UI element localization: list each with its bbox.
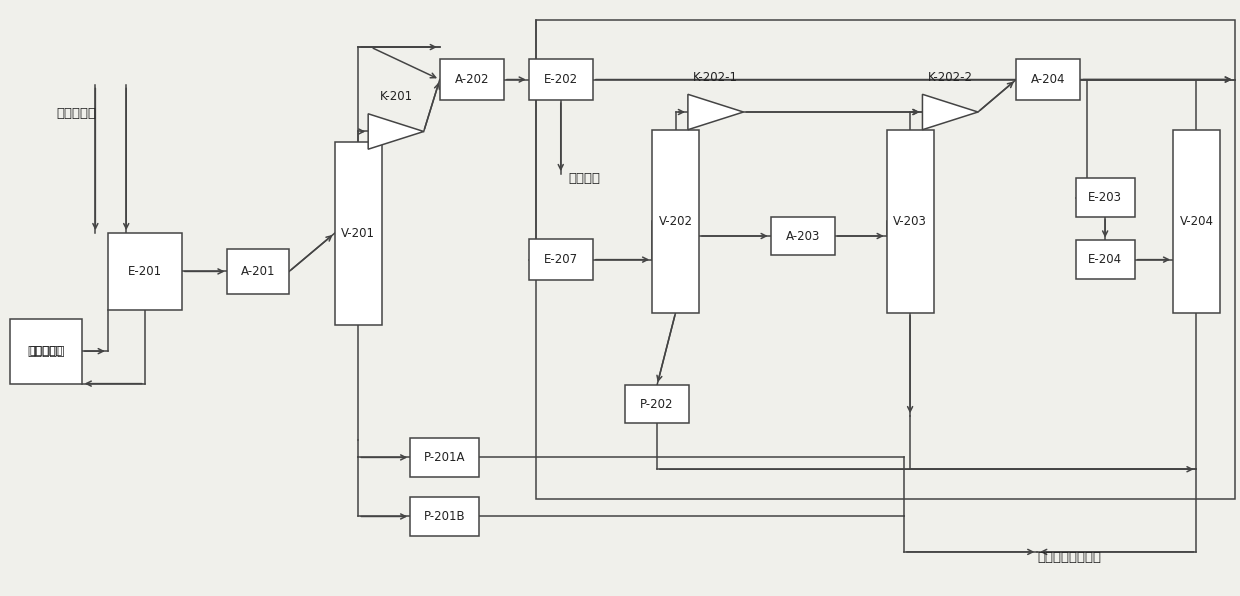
Text: A-201: A-201 <box>241 265 275 278</box>
Text: V-201: V-201 <box>341 226 376 240</box>
Text: E-207: E-207 <box>543 253 578 266</box>
Text: 重整反应器: 重整反应器 <box>30 346 62 356</box>
Bar <box>410 438 480 477</box>
Polygon shape <box>923 94 978 130</box>
Text: E-204: E-204 <box>1087 253 1122 266</box>
Bar <box>440 59 503 100</box>
Bar <box>410 497 480 536</box>
Bar <box>227 249 289 294</box>
Polygon shape <box>688 94 744 130</box>
Text: V-202: V-202 <box>658 215 693 228</box>
Text: 重整油去分馏系统: 重整油去分馏系统 <box>1037 551 1101 564</box>
Bar <box>625 385 689 424</box>
Polygon shape <box>368 114 424 149</box>
Bar <box>1017 59 1080 100</box>
Bar <box>528 239 593 280</box>
Text: 重整产氢: 重整产氢 <box>568 172 600 185</box>
Text: V-204: V-204 <box>1179 215 1214 228</box>
Text: E-203: E-203 <box>1089 191 1122 204</box>
Bar <box>1075 240 1135 279</box>
Text: P-201A: P-201A <box>424 451 465 464</box>
Text: A-203: A-203 <box>785 229 820 243</box>
Bar <box>335 141 382 325</box>
Text: E-201: E-201 <box>128 265 161 278</box>
Bar <box>536 20 1235 499</box>
Bar <box>1173 130 1220 313</box>
Text: V-203: V-203 <box>893 215 928 228</box>
Bar <box>652 130 699 313</box>
Bar <box>1075 178 1135 217</box>
Text: A-204: A-204 <box>1032 73 1065 86</box>
Bar <box>10 319 82 384</box>
Bar <box>887 130 934 313</box>
Text: K-202-2: K-202-2 <box>928 71 972 83</box>
Text: 重整反应器: 重整反应器 <box>27 344 64 358</box>
Text: 精制石脑油: 精制石脑油 <box>57 107 97 120</box>
Text: P-201B: P-201B <box>424 510 465 523</box>
Text: K-201: K-201 <box>379 90 413 103</box>
Text: K-202-1: K-202-1 <box>693 71 738 83</box>
Text: E-202: E-202 <box>543 73 578 86</box>
Bar <box>108 233 182 310</box>
Text: A-202: A-202 <box>455 73 489 86</box>
Bar <box>528 59 593 100</box>
Text: P-202: P-202 <box>640 398 673 411</box>
Bar <box>770 217 835 255</box>
